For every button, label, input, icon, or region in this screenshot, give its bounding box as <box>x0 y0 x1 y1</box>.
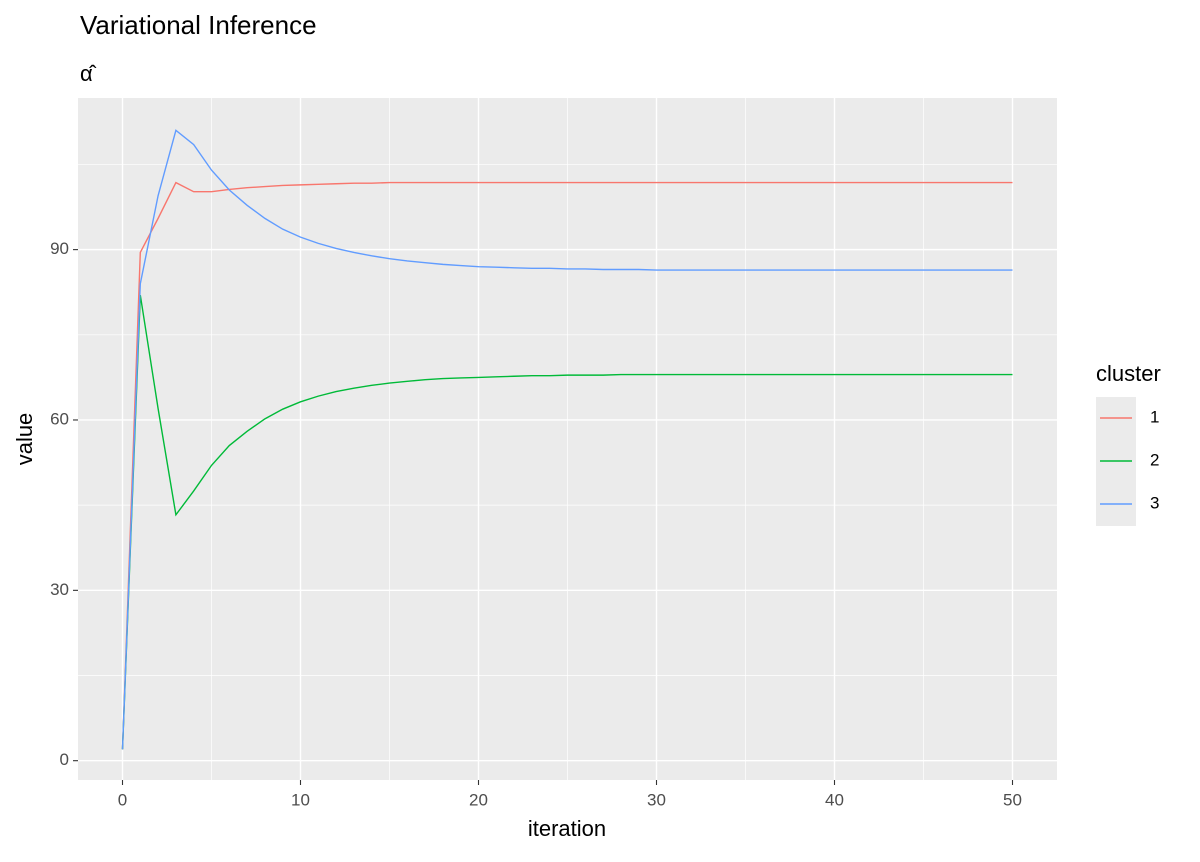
y-tick-label: 60 <box>50 409 69 428</box>
y-tick-label: 30 <box>50 580 69 599</box>
y-tick-label: 90 <box>50 239 69 258</box>
legend-label: 3 <box>1150 493 1159 512</box>
legend-label: 2 <box>1150 450 1159 469</box>
x-tick-label: 40 <box>825 790 844 809</box>
legend-title: cluster <box>1096 361 1161 386</box>
legend-label: 1 <box>1150 407 1159 426</box>
chart-subtitle: α̂ <box>80 61 97 86</box>
x-tick-label: 30 <box>647 790 666 809</box>
y-tick-label: 0 <box>60 750 69 769</box>
x-axis-title: iteration <box>528 816 606 841</box>
x-tick-label: 20 <box>469 790 488 809</box>
y-axis-title: value <box>12 413 37 466</box>
x-tick-label: 50 <box>1003 790 1022 809</box>
line-series <box>121 129 1013 750</box>
x-tick-label: 0 <box>118 790 127 809</box>
line-series <box>121 181 1013 750</box>
line-series <box>121 294 1013 750</box>
x-tick-label: 10 <box>291 790 310 809</box>
chart-title: Variational Inference <box>80 10 317 40</box>
